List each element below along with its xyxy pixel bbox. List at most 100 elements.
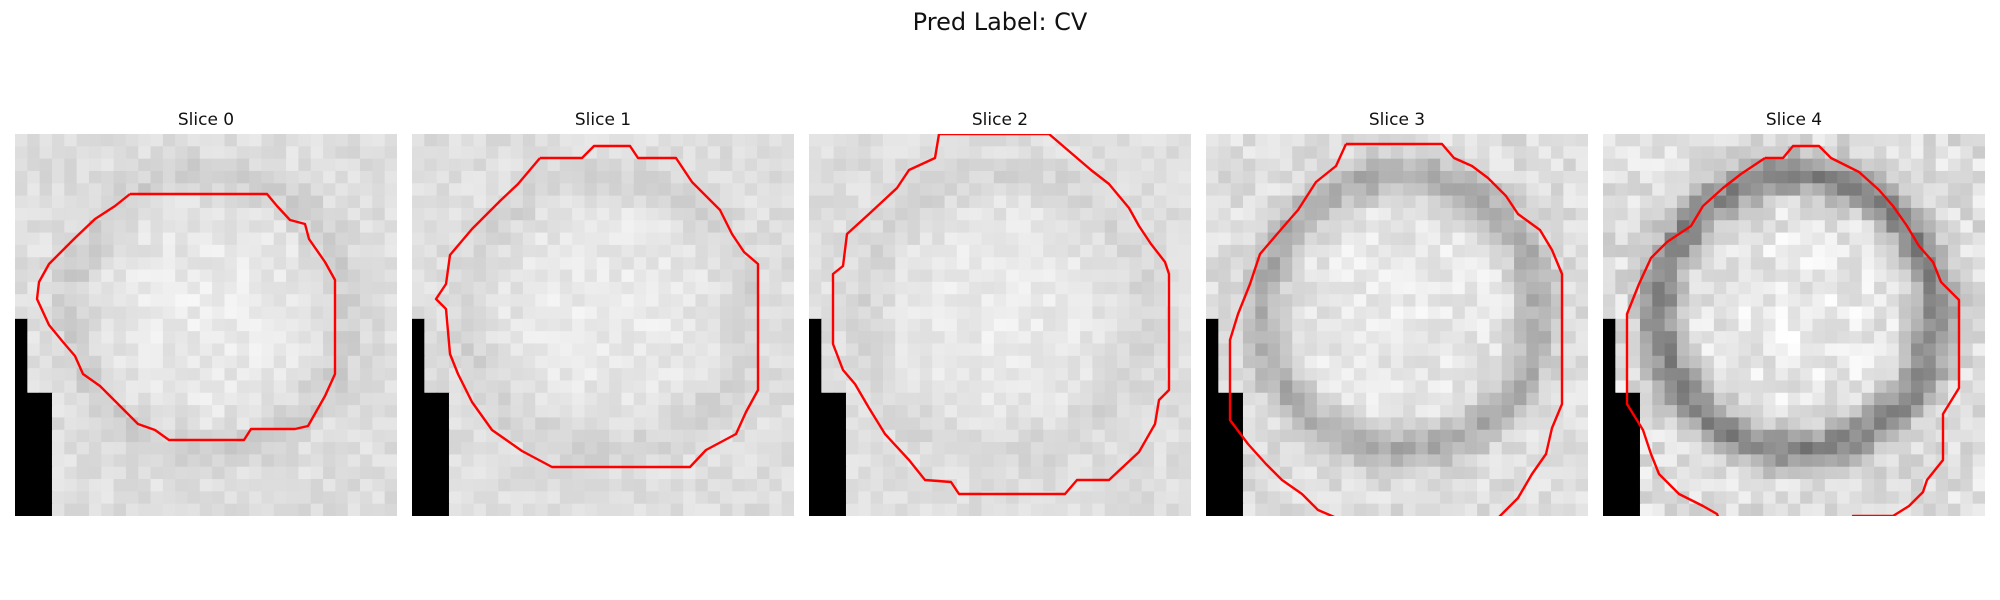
image-pixel bbox=[485, 170, 499, 184]
image-pixel bbox=[1489, 220, 1503, 234]
image-pixel bbox=[1378, 454, 1392, 468]
image-pixel bbox=[882, 232, 896, 246]
mask-pixel bbox=[1218, 454, 1232, 468]
image-pixel bbox=[1329, 392, 1343, 406]
image-pixel bbox=[51, 220, 65, 234]
image-pixel bbox=[1689, 380, 1703, 394]
image-pixel bbox=[1676, 380, 1690, 394]
image-pixel bbox=[1304, 318, 1318, 332]
image-pixel bbox=[1427, 380, 1441, 394]
image-pixel bbox=[412, 195, 425, 209]
image-pixel bbox=[1652, 343, 1666, 357]
image-pixel bbox=[1067, 170, 1081, 184]
image-pixel bbox=[473, 244, 487, 258]
image-pixel bbox=[845, 207, 859, 221]
image-pixel bbox=[1067, 306, 1081, 320]
image-pixel bbox=[821, 380, 835, 394]
image-pixel bbox=[1055, 442, 1069, 455]
image-pixel bbox=[150, 380, 164, 394]
image-pixel bbox=[596, 183, 610, 197]
image-pixel bbox=[981, 220, 995, 234]
image-pixel bbox=[1689, 195, 1703, 209]
image-pixel bbox=[1141, 146, 1155, 160]
image-pixel bbox=[769, 405, 783, 419]
image-pixel bbox=[720, 392, 733, 406]
image-pixel bbox=[1861, 269, 1875, 283]
image-pixel bbox=[187, 466, 201, 480]
image-pixel bbox=[981, 294, 995, 308]
image-pixel bbox=[485, 355, 499, 369]
image-pixel bbox=[1489, 491, 1503, 505]
image-pixel bbox=[1514, 331, 1527, 345]
image-pixel bbox=[323, 306, 336, 320]
image-pixel bbox=[150, 343, 164, 357]
image-pixel bbox=[1067, 257, 1081, 271]
image-pixel bbox=[1960, 466, 1974, 480]
image-pixel bbox=[584, 331, 598, 345]
image-pixel bbox=[907, 380, 921, 394]
image-pixel bbox=[683, 479, 697, 492]
mask-pixel bbox=[1615, 466, 1629, 480]
image-pixel bbox=[707, 429, 721, 443]
image-pixel bbox=[1415, 454, 1429, 468]
image-pixel bbox=[683, 466, 697, 480]
image-pixel bbox=[335, 405, 349, 419]
image-pixel bbox=[1960, 405, 1974, 419]
image-pixel bbox=[1652, 331, 1666, 345]
image-pixel bbox=[64, 232, 78, 246]
image-pixel bbox=[1464, 183, 1478, 197]
image-pixel bbox=[1452, 429, 1466, 443]
image-pixel bbox=[249, 429, 263, 443]
slice-panel-3: Slice 3 bbox=[1206, 110, 1588, 516]
image-pixel bbox=[138, 294, 152, 308]
image-pixel bbox=[199, 134, 213, 147]
image-pixel bbox=[1837, 466, 1851, 480]
image-pixel bbox=[101, 479, 115, 492]
image-pixel bbox=[273, 220, 287, 234]
image-pixel bbox=[1726, 380, 1740, 394]
image-pixel bbox=[658, 207, 672, 221]
image-pixel bbox=[187, 281, 201, 295]
image-pixel bbox=[15, 232, 28, 246]
image-pixel bbox=[1563, 269, 1577, 283]
image-pixel bbox=[360, 380, 373, 394]
image-pixel bbox=[870, 466, 884, 480]
image-pixel bbox=[384, 232, 397, 246]
mask-pixel bbox=[15, 380, 28, 394]
image-pixel bbox=[1080, 355, 1094, 369]
image-pixel bbox=[1178, 491, 1191, 505]
image-pixel bbox=[175, 466, 189, 480]
image-pixel bbox=[1366, 207, 1380, 221]
image-pixel bbox=[907, 405, 921, 419]
image-pixel bbox=[944, 183, 958, 197]
image-pixel bbox=[424, 355, 438, 369]
image-pixel bbox=[448, 220, 462, 234]
image-pixel bbox=[882, 503, 896, 516]
image-pixel bbox=[1403, 479, 1417, 492]
image-pixel bbox=[384, 503, 397, 516]
image-pixel bbox=[882, 466, 896, 480]
image-pixel bbox=[809, 195, 822, 209]
image-pixel bbox=[1427, 417, 1441, 431]
image-pixel bbox=[1575, 220, 1588, 234]
image-pixel bbox=[1304, 503, 1318, 516]
image-pixel bbox=[1304, 343, 1318, 357]
image-pixel bbox=[1267, 170, 1281, 184]
image-pixel bbox=[424, 183, 438, 197]
image-pixel bbox=[1514, 392, 1527, 406]
image-pixel bbox=[1603, 232, 1616, 246]
image-pixel bbox=[51, 491, 65, 505]
image-pixel bbox=[1178, 355, 1191, 369]
image-pixel bbox=[683, 269, 697, 283]
image-pixel bbox=[1055, 146, 1069, 160]
image-pixel bbox=[1178, 454, 1191, 468]
image-pixel bbox=[1030, 479, 1044, 492]
image-pixel bbox=[1255, 392, 1269, 406]
image-pixel bbox=[781, 158, 794, 172]
image-pixel bbox=[919, 405, 933, 419]
image-pixel bbox=[1092, 454, 1106, 468]
image-pixel bbox=[584, 257, 598, 271]
mask-pixel bbox=[436, 417, 450, 431]
image-pixel bbox=[1627, 257, 1641, 271]
image-pixel bbox=[113, 244, 127, 258]
